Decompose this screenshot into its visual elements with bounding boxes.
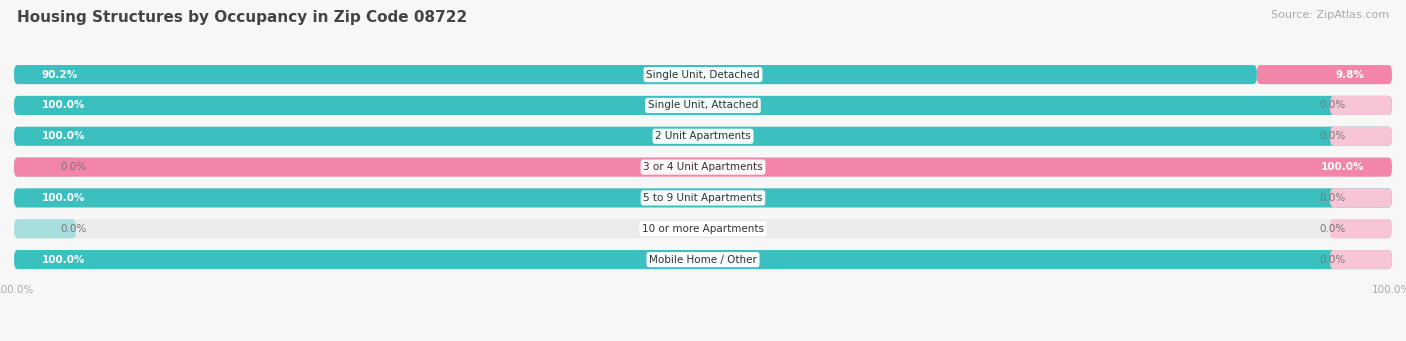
- FancyBboxPatch shape: [14, 250, 1392, 269]
- Text: 90.2%: 90.2%: [42, 70, 77, 79]
- Text: 3 or 4 Unit Apartments: 3 or 4 Unit Apartments: [643, 162, 763, 172]
- Text: 100.0%: 100.0%: [42, 101, 86, 110]
- FancyBboxPatch shape: [14, 65, 1257, 84]
- FancyBboxPatch shape: [14, 158, 1392, 177]
- FancyBboxPatch shape: [14, 96, 1392, 115]
- Text: 100.0%: 100.0%: [42, 131, 86, 141]
- Text: 0.0%: 0.0%: [1319, 224, 1346, 234]
- Text: 0.0%: 0.0%: [1319, 131, 1346, 141]
- Text: 9.8%: 9.8%: [1336, 70, 1364, 79]
- FancyBboxPatch shape: [14, 96, 1392, 115]
- Text: 0.0%: 0.0%: [1319, 255, 1346, 265]
- Text: 100.0%: 100.0%: [42, 193, 86, 203]
- Text: 0.0%: 0.0%: [1319, 193, 1346, 203]
- FancyBboxPatch shape: [1330, 219, 1392, 238]
- Text: 0.0%: 0.0%: [1319, 101, 1346, 110]
- FancyBboxPatch shape: [1330, 127, 1392, 146]
- Text: 2 Unit Apartments: 2 Unit Apartments: [655, 131, 751, 141]
- Text: Single Unit, Attached: Single Unit, Attached: [648, 101, 758, 110]
- Text: Housing Structures by Occupancy in Zip Code 08722: Housing Structures by Occupancy in Zip C…: [17, 10, 467, 25]
- FancyBboxPatch shape: [1330, 188, 1392, 207]
- Text: 10 or more Apartments: 10 or more Apartments: [643, 224, 763, 234]
- Text: 100.0%: 100.0%: [1320, 162, 1364, 172]
- FancyBboxPatch shape: [14, 158, 76, 177]
- FancyBboxPatch shape: [1330, 250, 1392, 269]
- Text: Mobile Home / Other: Mobile Home / Other: [650, 255, 756, 265]
- FancyBboxPatch shape: [14, 127, 1392, 146]
- FancyBboxPatch shape: [14, 188, 1392, 207]
- FancyBboxPatch shape: [14, 188, 1392, 207]
- Text: 0.0%: 0.0%: [60, 224, 87, 234]
- FancyBboxPatch shape: [14, 158, 1392, 177]
- Text: 5 to 9 Unit Apartments: 5 to 9 Unit Apartments: [644, 193, 762, 203]
- Text: Source: ZipAtlas.com: Source: ZipAtlas.com: [1271, 10, 1389, 20]
- FancyBboxPatch shape: [14, 250, 1392, 269]
- FancyBboxPatch shape: [14, 65, 1392, 84]
- FancyBboxPatch shape: [14, 219, 76, 238]
- FancyBboxPatch shape: [1330, 96, 1392, 115]
- FancyBboxPatch shape: [1257, 65, 1392, 84]
- Text: Single Unit, Detached: Single Unit, Detached: [647, 70, 759, 79]
- Text: 0.0%: 0.0%: [60, 162, 87, 172]
- Text: 100.0%: 100.0%: [42, 255, 86, 265]
- FancyBboxPatch shape: [14, 127, 1392, 146]
- FancyBboxPatch shape: [14, 219, 1392, 238]
